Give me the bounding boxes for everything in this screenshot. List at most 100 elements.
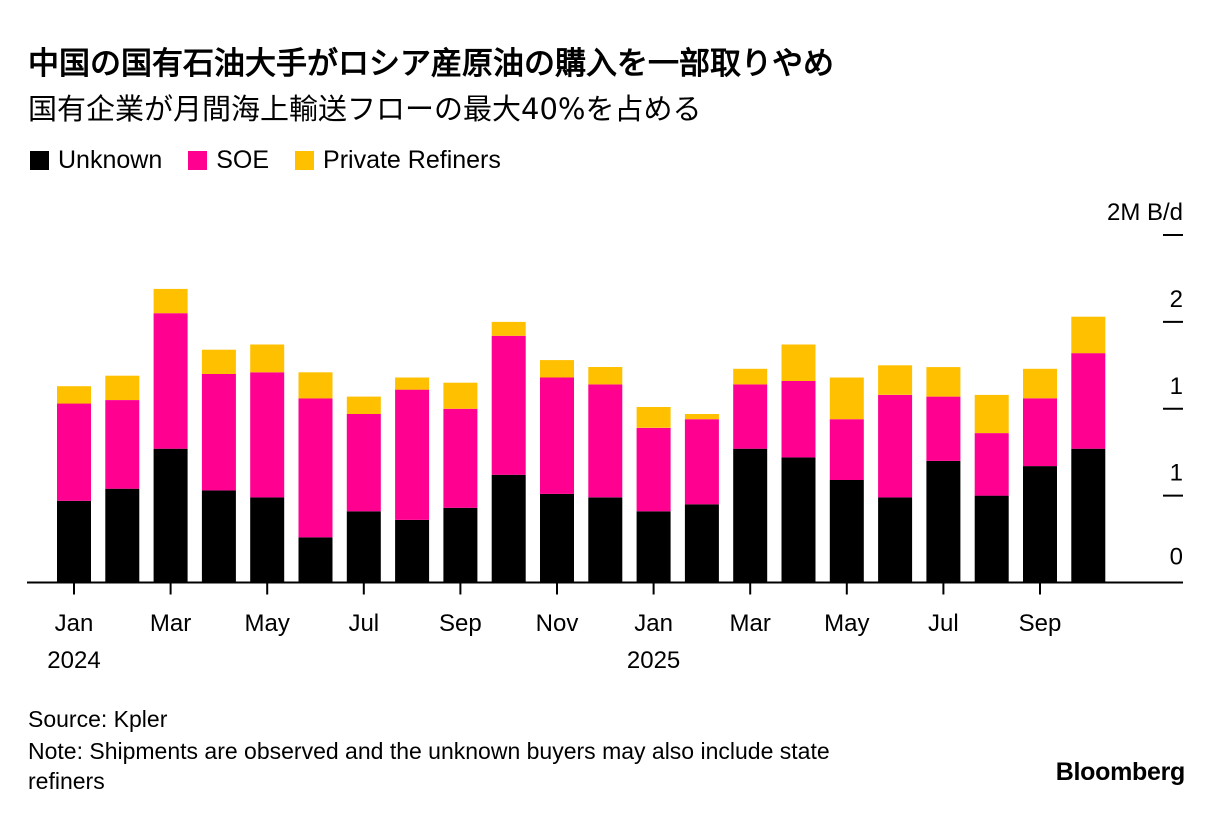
bar-segment-private-refiners [201,349,236,374]
bar-segment-private-refiners [395,377,430,390]
bar-segment-private-refiners [57,386,91,404]
bar-segment-unknown [878,497,913,583]
bar-segment-unknown [298,537,333,583]
bar-segment-unknown [443,507,478,583]
y-tick-label: 2 [1170,286,1183,313]
bar-segment-private-refiners [588,367,623,385]
bar-segment-private-refiners [250,344,285,373]
bar-segment-private-refiners [540,360,574,378]
bar-segment-private-refiners [1023,368,1057,399]
bar-segment-unknown [926,460,961,583]
legend-item-soe: SOE [188,146,269,175]
bar-segment-unknown [491,474,526,583]
bar-segment-unknown [153,448,188,583]
y-tick-label: 0 [1170,544,1183,571]
legend-item-unknown: Unknown [30,146,162,175]
legend-swatch-unknown [30,151,49,170]
bar-segment-soe [540,377,574,494]
y-tick-label: 1 [1170,373,1183,400]
bar-segment-soe [878,394,913,498]
x-tick-year-label: 2025 [627,647,680,674]
bloomberg-logo: Bloomberg [1055,758,1186,786]
bar-segment-private-refiners [974,394,1009,434]
stacked-bar-chart: 0 1 1 2 2M B/d Jan 2024 Mar May Jul Sep Nov Jan 2025… [27,199,1183,674]
x-tick-label: Jan [634,610,673,637]
bar-segment-private-refiners [636,407,671,428]
bar-segment-soe [781,381,816,458]
bar-segment-unknown [1023,466,1057,583]
x-axis: Jan 2024 Mar May Jul Sep Nov Jan 2025 Mar May Jul Se… [27,581,1183,674]
bar-segment-unknown [588,497,623,583]
x-tick-label: Sep [1019,610,1062,637]
y-axis: 0 1 1 2 2M B/d [1107,199,1183,571]
bar-segment-unknown [684,504,719,583]
bar-segment-private-refiners [878,365,913,395]
bar-segment-unknown [781,457,816,583]
bar-segment-soe [443,408,478,508]
bar-segment-unknown [974,495,1009,583]
bar-segment-soe [684,419,719,505]
legend-label-unknown: Unknown [58,146,163,174]
bar-segment-unknown [105,488,140,583]
x-tick-label: Jan [55,610,94,637]
legend: Unknown SOE Private Refiners [30,146,527,175]
x-tick-label: Jul [928,610,959,637]
legend-swatch-soe [188,151,208,170]
y-tick-label: 2M B/d [1107,199,1183,226]
source-note: Source: Kpler [28,706,168,732]
bar-segment-private-refiners [443,382,478,409]
bar-segment-private-refiners [153,288,188,314]
bar-segment-unknown [540,493,574,583]
bar-segment-soe [105,400,140,489]
bar-segment-unknown [346,511,381,583]
bar-segment-soe [201,374,236,491]
x-tick-label: May [824,610,869,637]
bar-segment-soe [1071,353,1106,449]
bar-segment-private-refiners [105,375,140,400]
bar-segment-unknown [636,511,671,583]
legend-label-private-refiners: Private Refiners [323,146,501,174]
bar-segment-unknown [250,497,285,583]
bar-segment-unknown [1071,448,1106,583]
bars-group [57,288,1106,583]
bar-segment-private-refiners [829,377,864,420]
bar-segment-soe [926,396,961,461]
y-tick-label: 1 [1170,460,1183,487]
legend-item-private-refiners: Private Refiners [295,146,501,175]
x-tick-label: Nov [536,610,579,637]
bar-segment-soe [588,384,623,498]
bar-segment-unknown [57,500,91,583]
bar-segment-private-refiners [1071,316,1106,354]
bar-segment-soe [829,419,864,480]
legend-label-soe: SOE [216,146,270,174]
x-tick-year-label: 2024 [47,647,100,674]
bar-segment-private-refiners [491,321,526,336]
bar-segment-soe [733,384,768,449]
bar-segment-private-refiners [684,414,719,420]
bar-segment-unknown [201,490,236,583]
bar-segment-private-refiners [733,368,768,385]
bar-segment-soe [250,372,285,498]
footnote: Note: Shipments are observed and the unk… [28,738,830,794]
x-tick-label: May [245,610,290,637]
bar-segment-soe [395,389,430,520]
bar-segment-soe [636,427,671,512]
x-tick-label: Jul [348,610,379,637]
chart-subtitle: 国有企業が月間海上輸送フローの最大40%を占める [28,92,702,126]
x-tick-label: Sep [439,610,482,637]
bar-segment-unknown [733,448,768,583]
bar-segment-private-refiners [298,372,333,399]
bar-segment-private-refiners [346,396,381,414]
bar-segment-soe [57,403,91,501]
bar-segment-private-refiners [781,344,816,381]
legend-swatch-private-refiners [295,151,315,170]
bar-segment-soe [298,398,333,538]
bar-segment-soe [346,414,381,512]
bar-segment-private-refiners [926,367,961,397]
x-tick-label: Mar [730,610,771,637]
bar-segment-unknown [829,480,864,583]
bar-segment-soe [1023,398,1057,467]
bar-segment-unknown [395,520,430,583]
bar-segment-soe [974,433,1009,496]
bar-segment-soe [491,335,526,475]
